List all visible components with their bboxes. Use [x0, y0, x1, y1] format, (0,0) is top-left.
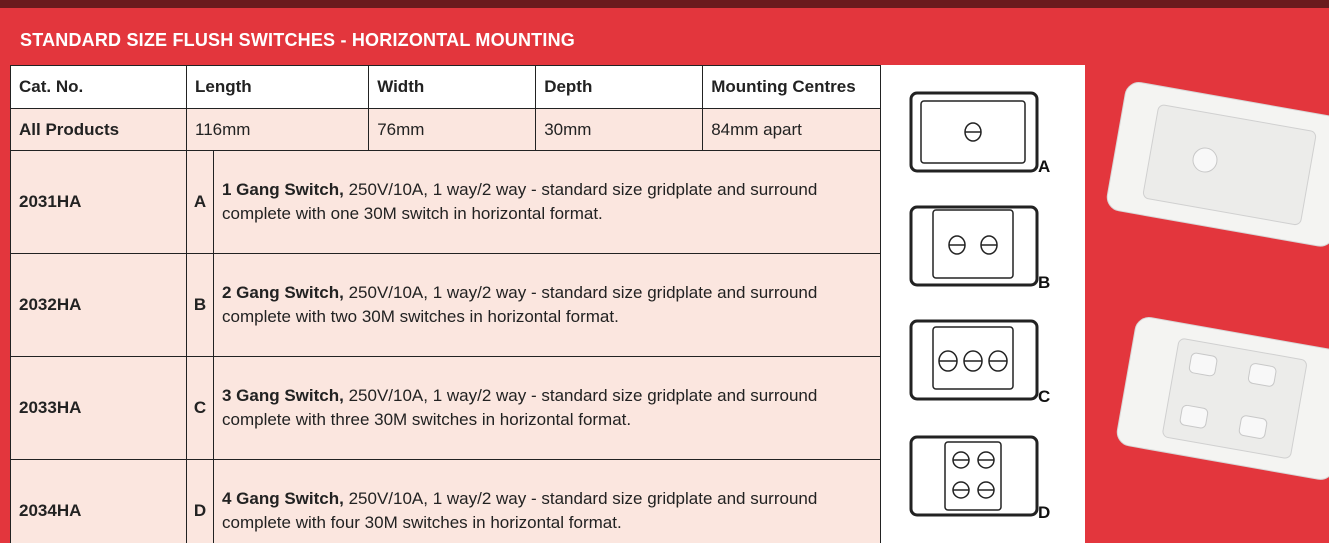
switch-diagrams	[909, 91, 1039, 517]
spec-table: Cat. No. Length Width Depth Mounting Cen…	[10, 65, 881, 543]
description: 1 Gang Switch, 250V/10A, 1 way/2 way - s…	[213, 150, 881, 254]
cell: 84mm apart	[702, 108, 881, 151]
product-name: 2 Gang Switch,	[222, 283, 344, 302]
description: 2 Gang Switch, 250V/10A, 1 way/2 way - s…	[213, 253, 881, 357]
product-photos	[1106, 82, 1329, 480]
product-row: 2031HA A 1 Gang Switch, 250V/10A, 1 way/…	[10, 150, 881, 254]
product-row: 2032HA B 2 Gang Switch, 250V/10A, 1 way/…	[10, 253, 881, 357]
all-products-row: All Products 116mm 76mm 30mm 84mm apart	[10, 108, 881, 151]
title: STANDARD SIZE FLUSH SWITCHES - HORIZONTA…	[20, 30, 575, 50]
product-name: 4 Gang Switch,	[222, 489, 344, 508]
cat-no: 2034HA	[10, 459, 187, 543]
product-desc: 250V/10A, 1 way/2 way - standard size gr…	[222, 386, 818, 429]
product-name: 3 Gang Switch,	[222, 386, 344, 405]
column-header: Cat. No.	[10, 65, 187, 109]
product-desc: 250V/10A, 1 way/2 way - standard size gr…	[222, 180, 818, 223]
column-header: Length	[185, 65, 370, 109]
diagram-label: B	[1038, 273, 1051, 292]
letter: D	[186, 459, 214, 543]
product-desc: 250V/10A, 1 way/2 way - standard size gr…	[222, 489, 818, 532]
header-row: Cat. No. Length Width Depth Mounting Cen…	[10, 65, 881, 109]
cat-no: 2033HA	[10, 356, 187, 460]
letter: B	[186, 253, 214, 357]
desc-text: 2 Gang Switch, 250V/10A, 1 way/2 way - s…	[222, 281, 842, 329]
diagram-b	[909, 205, 1039, 287]
cell: 30mm	[535, 108, 704, 151]
product-row: 2033HA C 3 Gang Switch, 250V/10A, 1 way/…	[10, 356, 881, 460]
top-strip	[0, 0, 1329, 8]
product-name: 1 Gang Switch,	[222, 180, 344, 199]
cat-no: 2031HA	[10, 150, 187, 254]
desc-text: 4 Gang Switch, 250V/10A, 1 way/2 way - s…	[222, 487, 842, 535]
diagram-label: A	[1038, 157, 1051, 176]
cell: 116mm	[185, 108, 370, 151]
diagram-d	[909, 435, 1039, 517]
letter: C	[186, 356, 214, 460]
product-row: 2034HA D 4 Gang Switch, 250V/10A, 1 way/…	[10, 459, 881, 543]
description: 4 Gang Switch, 250V/10A, 1 way/2 way - s…	[213, 459, 881, 543]
photo-four-switch	[1116, 317, 1329, 480]
column-header: Depth	[535, 65, 704, 109]
column-header: Mounting Centres	[702, 65, 881, 109]
desc-text: 1 Gang Switch, 250V/10A, 1 way/2 way - s…	[222, 178, 842, 226]
photo-single-switch	[1106, 82, 1329, 247]
desc-text: 3 Gang Switch, 250V/10A, 1 way/2 way - s…	[222, 384, 842, 432]
cell: 76mm	[368, 108, 537, 151]
letter: A	[186, 150, 214, 254]
diagram-panel: A B C D	[881, 65, 1085, 543]
diagram-c	[909, 319, 1039, 401]
description: 3 Gang Switch, 250V/10A, 1 way/2 way - s…	[213, 356, 881, 460]
diagram-a	[909, 91, 1039, 173]
cat-no: 2032HA	[10, 253, 187, 357]
product-desc: 250V/10A, 1 way/2 way - standard size gr…	[222, 283, 818, 326]
diagram-label: C	[1038, 387, 1051, 406]
cell: All Products	[10, 108, 187, 151]
column-header: Width	[368, 65, 537, 109]
diagram-label: D	[1038, 503, 1051, 522]
